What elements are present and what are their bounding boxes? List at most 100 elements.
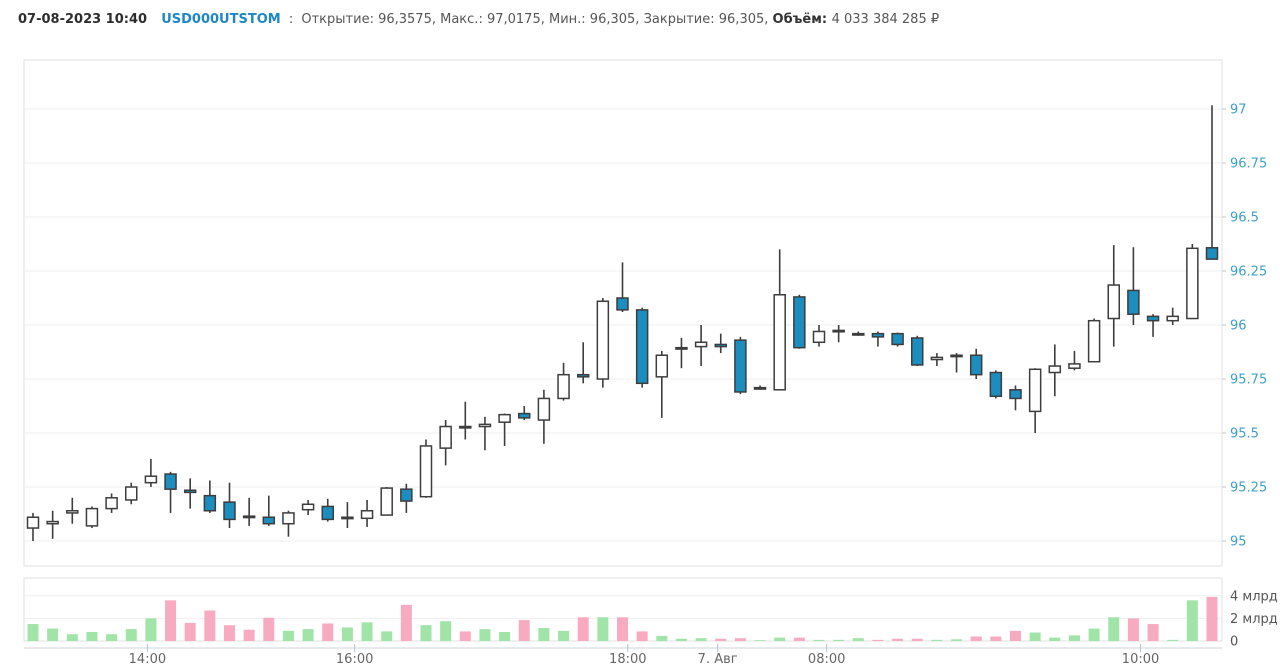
volume-bar	[675, 638, 687, 641]
volume-bar	[1108, 617, 1120, 641]
candle	[1048, 365, 1062, 374]
volume-bar	[400, 604, 412, 641]
volume-bar	[440, 621, 452, 641]
candle	[439, 425, 452, 449]
price-tick-label: 96.5	[1230, 211, 1259, 226]
candle	[871, 332, 885, 338]
volume-bar	[47, 628, 59, 641]
volume-bar	[282, 630, 294, 641]
candle	[360, 510, 374, 520]
volume-bar	[302, 629, 314, 641]
candle	[262, 516, 276, 525]
stat-value: 96,3575,	[378, 12, 441, 27]
price-tick-label: 96.75	[1230, 157, 1267, 172]
candle	[1028, 368, 1042, 413]
candle	[557, 373, 570, 400]
price-tick-label: 95.75	[1230, 373, 1267, 388]
volume-bar	[106, 634, 118, 641]
candle	[321, 505, 334, 521]
volume-bar	[813, 639, 825, 641]
volume-bar	[224, 625, 235, 641]
volume-bar	[145, 618, 157, 641]
candle	[852, 332, 865, 336]
candle	[616, 297, 629, 311]
volume-bar	[243, 629, 255, 641]
candle	[596, 300, 610, 380]
candle	[969, 354, 983, 376]
stat-label: Мин.:	[548, 12, 590, 27]
stat-value: 97,0175,	[486, 12, 549, 27]
candle	[989, 371, 1003, 398]
candle	[1205, 247, 1219, 260]
candle	[537, 397, 551, 421]
candle	[1127, 289, 1140, 315]
ohlc-summary: Открытие: 96,3575, Макс.: 97,0175, Мин.:…	[301, 12, 939, 27]
candle	[400, 488, 413, 502]
volume-bar	[931, 639, 943, 641]
volume-bar	[27, 624, 39, 641]
volume-bar	[852, 638, 864, 641]
candle	[832, 329, 845, 333]
volume-tick-label: 0	[1230, 635, 1238, 650]
candle	[950, 354, 963, 358]
candle	[1107, 284, 1120, 320]
price-tick-label: 95.5	[1230, 427, 1259, 442]
candle	[498, 413, 511, 423]
volume-bar	[341, 627, 353, 641]
volume-bar	[263, 617, 275, 641]
volume-bar	[86, 631, 98, 641]
volume-bar	[381, 631, 393, 641]
volume-bar	[911, 638, 923, 641]
volume-bar	[204, 610, 216, 641]
candle	[911, 337, 924, 366]
volume-bar	[1167, 639, 1179, 641]
volume-bar	[990, 636, 1002, 641]
volume-bar	[1068, 635, 1080, 641]
header-separator: :	[288, 12, 294, 27]
chart-symbol: USD000UTSTOM	[161, 12, 281, 27]
volume-bar	[734, 638, 746, 641]
candle	[203, 494, 217, 512]
volume-bar	[577, 617, 589, 641]
time-tick-label: 18:00	[609, 652, 646, 667]
candle	[576, 373, 590, 378]
stat-value: 96,305,	[718, 12, 773, 27]
price-tick-label: 95.25	[1230, 481, 1267, 496]
candle	[812, 330, 826, 344]
volume-bar	[184, 622, 196, 641]
candle	[1068, 363, 1081, 369]
candle	[773, 294, 786, 391]
stat-value: 96,305,	[589, 12, 644, 27]
candle	[301, 503, 315, 511]
candle	[518, 412, 531, 419]
price-panel-border	[23, 59, 1223, 567]
candle	[282, 512, 295, 525]
candle	[26, 516, 40, 529]
time-tick-label: 7. Авг	[698, 652, 738, 667]
candle	[1186, 247, 1199, 320]
volume-bar	[695, 638, 707, 641]
chart-datetime: 07-08-2023 10:40	[18, 12, 148, 27]
candle	[734, 339, 747, 393]
price-tick-label: 97	[1230, 103, 1247, 118]
candle	[635, 309, 649, 385]
candle	[655, 354, 669, 378]
price-tick-label: 96	[1230, 319, 1247, 334]
stat-value: 4 033 384 285 ₽	[831, 12, 940, 27]
volume-bar	[793, 637, 805, 641]
volume-bar	[1127, 618, 1139, 641]
volume-bar	[951, 639, 963, 641]
volume-bar	[656, 635, 668, 641]
candle	[380, 487, 393, 516]
candle	[144, 475, 158, 484]
candle	[1166, 315, 1179, 322]
volume-bar	[66, 634, 78, 641]
volume-bar	[1029, 632, 1041, 641]
price-tick-label: 96.25	[1230, 265, 1267, 280]
stat-label: Макс.:	[440, 12, 487, 27]
volume-bar	[1088, 628, 1100, 641]
volume-bar	[597, 617, 609, 641]
volume-tick-label: 2 млрд	[1230, 612, 1278, 627]
time-tick-label: 14:00	[129, 652, 166, 667]
